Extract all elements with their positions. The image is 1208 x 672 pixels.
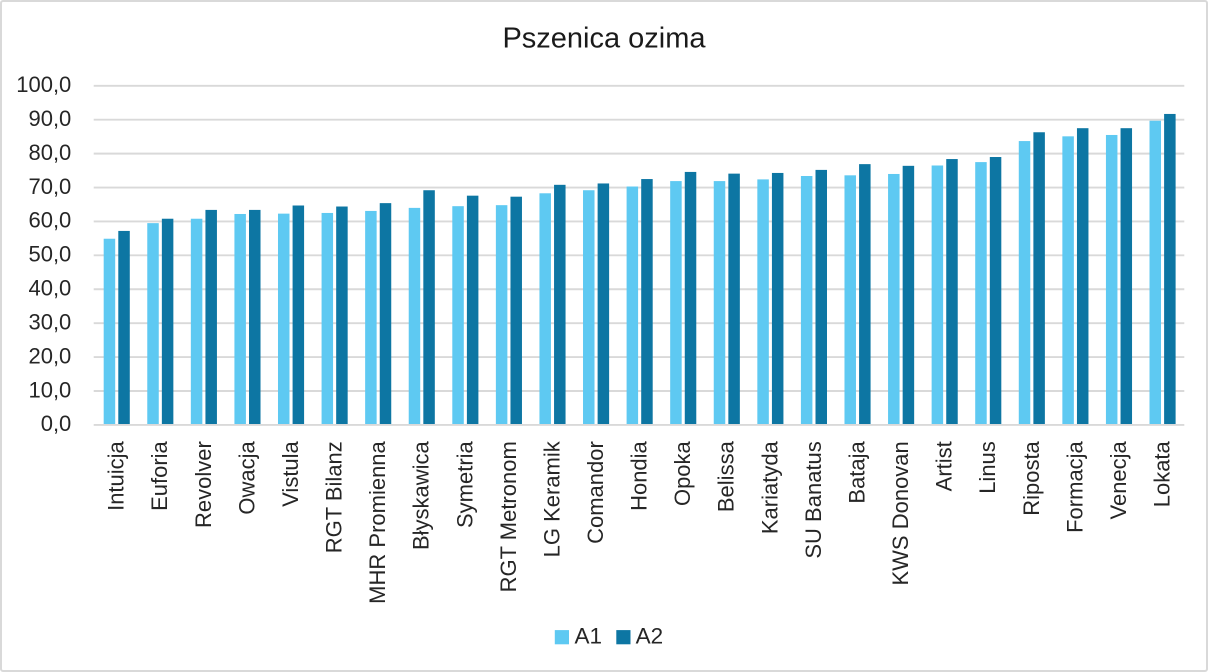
svg-text:Symetria: Symetria xyxy=(452,440,477,528)
svg-text:KWS Donovan: KWS Donovan xyxy=(888,441,913,585)
svg-text:MHR Promienna: MHR Promienna xyxy=(365,440,390,603)
svg-text:Euforia: Euforia xyxy=(147,440,172,510)
svg-text:Formacja: Formacja xyxy=(1062,440,1087,532)
svg-text:A1: A1 xyxy=(575,623,603,648)
svg-text:Intuicja: Intuicja xyxy=(104,440,129,510)
svg-text:Owacja: Owacja xyxy=(234,440,259,514)
svg-text:20,0: 20,0 xyxy=(28,343,71,368)
svg-text:Hondia: Hondia xyxy=(627,440,652,510)
svg-text:Revolver: Revolver xyxy=(191,441,216,528)
svg-text:Vistula: Vistula xyxy=(278,440,303,506)
svg-text:Belissa: Belissa xyxy=(714,440,739,512)
svg-text:50,0: 50,0 xyxy=(28,242,71,267)
svg-text:70,0: 70,0 xyxy=(28,174,71,199)
svg-text:90,0: 90,0 xyxy=(28,106,71,131)
svg-text:Venecja: Venecja xyxy=(1106,440,1131,519)
svg-text:Opoka: Opoka xyxy=(670,440,695,506)
svg-text:40,0: 40,0 xyxy=(28,276,71,301)
svg-text:Comandor: Comandor xyxy=(583,441,608,544)
svg-text:80,0: 80,0 xyxy=(28,140,71,165)
svg-text:Pszenica ozima: Pszenica ozima xyxy=(502,23,706,55)
svg-text:Linus: Linus xyxy=(975,441,1000,494)
svg-text:A2: A2 xyxy=(636,623,664,648)
svg-text:Riposta: Riposta xyxy=(1019,440,1044,515)
svg-text:LG Keramik: LG Keramik xyxy=(539,440,564,557)
svg-text:Lokata: Lokata xyxy=(1150,440,1175,507)
svg-text:RGT Bilanz: RGT Bilanz xyxy=(322,441,347,553)
svg-text:Artist: Artist xyxy=(932,441,957,491)
svg-text:60,0: 60,0 xyxy=(28,208,71,233)
svg-text:Błyskawica: Błyskawica xyxy=(409,440,434,550)
svg-text:RGT Metronom: RGT Metronom xyxy=(496,441,521,592)
svg-text:10,0: 10,0 xyxy=(28,377,71,402)
svg-text:Kariatyda: Kariatyda xyxy=(757,440,782,534)
svg-text:100,0: 100,0 xyxy=(16,72,71,97)
svg-text:SU Banatus: SU Banatus xyxy=(801,441,826,558)
svg-text:0,0: 0,0 xyxy=(41,411,72,436)
svg-text:30,0: 30,0 xyxy=(28,309,71,334)
svg-text:Bataja: Bataja xyxy=(844,440,869,503)
